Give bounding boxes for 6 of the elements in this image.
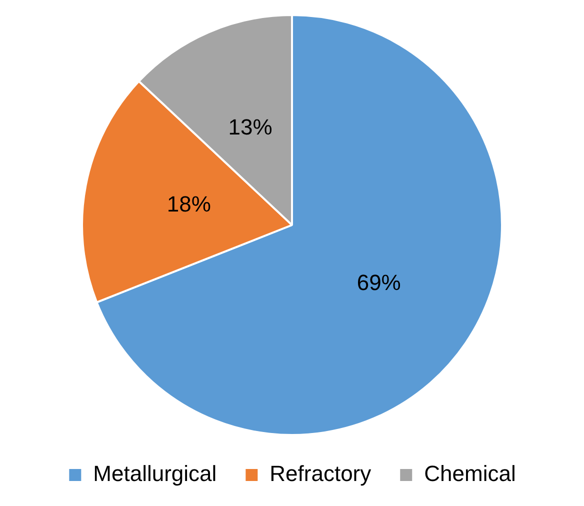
data-label: 18% <box>166 191 211 216</box>
legend-label: Refractory <box>270 461 372 486</box>
data-label: 69% <box>356 270 401 296</box>
data-label: 13% <box>228 114 272 140</box>
legend-label: Chemical <box>424 461 516 486</box>
legend-label: Metallurgical <box>93 461 217 486</box>
